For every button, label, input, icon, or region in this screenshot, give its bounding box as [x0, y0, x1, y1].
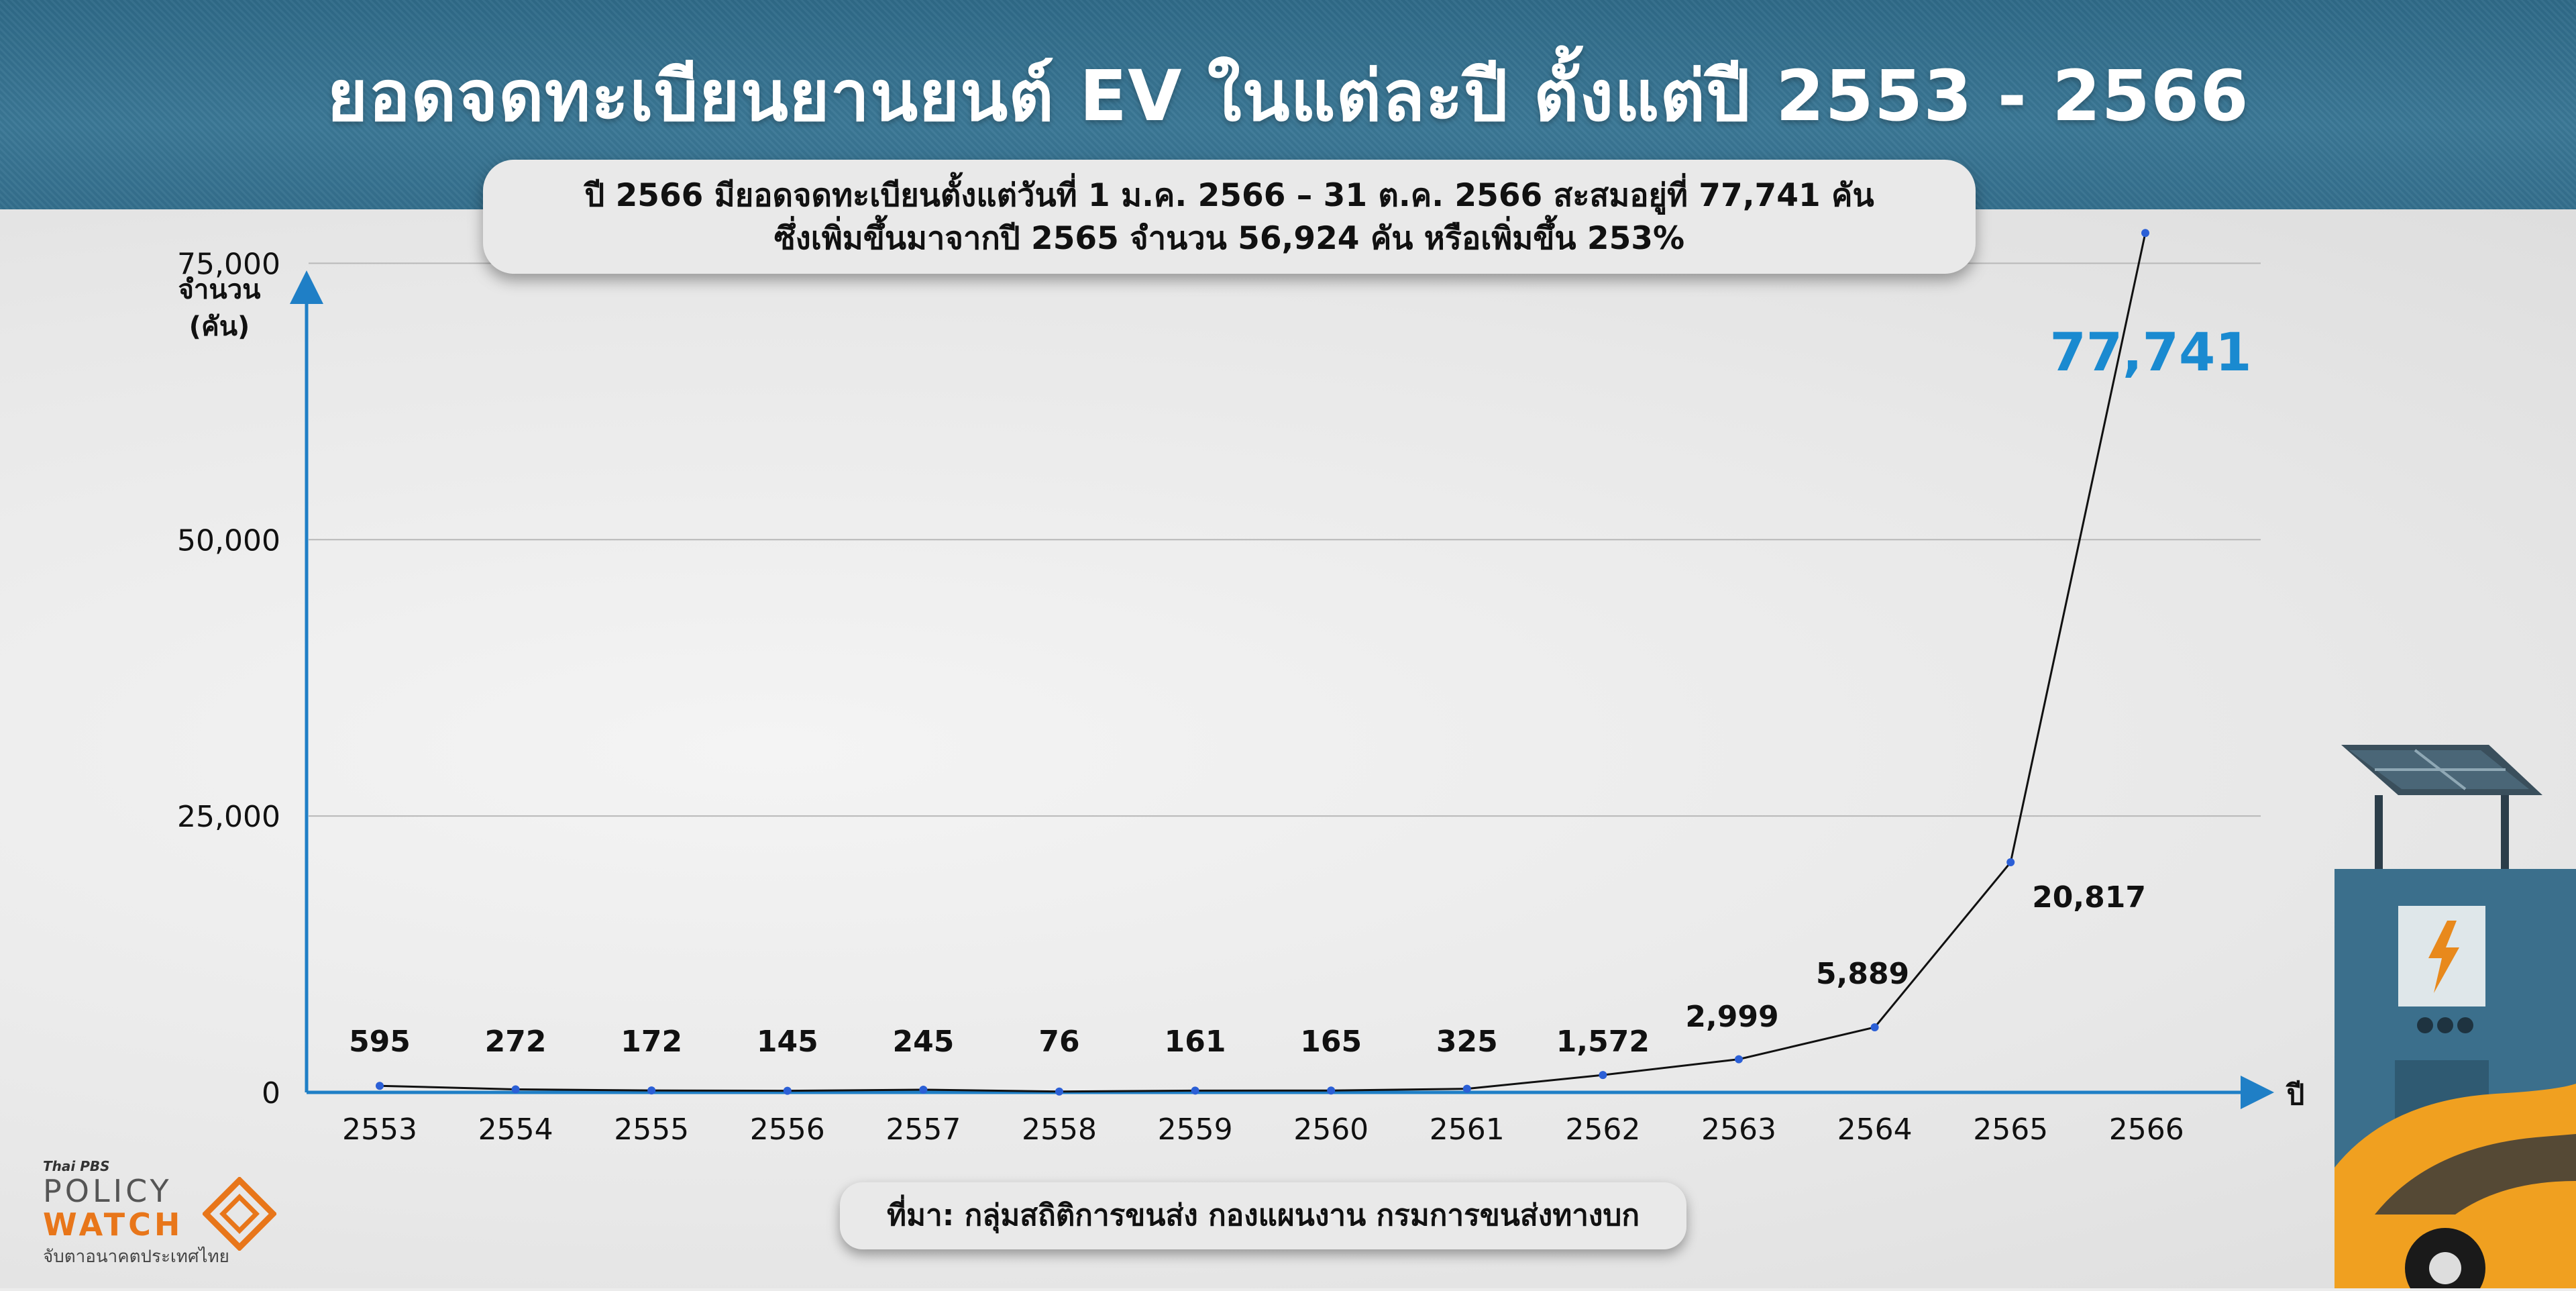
x-tick-label: 2561 [1430, 1113, 1505, 1147]
x-tick-label: 2563 [1701, 1113, 1776, 1147]
series-line [379, 232, 2147, 1093]
x-axis-label: ปี [2286, 1078, 2304, 1111]
source-note: ที่มา: กลุ่มสถิติการขนส่ง กองแผนงาน กรมก… [840, 1182, 1686, 1249]
summary-note: ปี 2566 มียอดจดทะเบียนตั้งแต่วันที่ 1 ม.… [483, 160, 1976, 274]
grid-lines [309, 262, 2261, 817]
data-label: 1,572 [1556, 1025, 1650, 1059]
logo-line2: WATCH [43, 1206, 184, 1243]
data-label: 161 [1165, 1025, 1226, 1059]
x-tick-label: 2554 [478, 1113, 553, 1147]
x-tick-label: 2559 [1158, 1113, 1233, 1147]
data-label: 145 [757, 1025, 818, 1059]
data-label: 77,741 [2050, 323, 2252, 383]
data-label: 245 [892, 1025, 954, 1059]
data-point [511, 1085, 520, 1094]
data-point [1462, 1084, 1471, 1093]
data-points [376, 229, 2149, 1096]
y-axis-label-line2: (คัน) [189, 311, 250, 342]
x-tick-label: 2555 [614, 1113, 689, 1147]
data-point [647, 1086, 656, 1095]
y-tick-label: 25,000 [177, 800, 280, 834]
chart-background [0, 209, 2576, 1288]
header-banner [0, 0, 2576, 209]
summary-line-2: ซึ่งเพิ่มขึ้นมาจากปี 2565 จำนวน 56,924 ค… [773, 220, 1685, 257]
x-tick-label: 2562 [1565, 1113, 1640, 1147]
logo-tagline: จับตาอนาคตประเทศไทย [43, 1247, 229, 1267]
x-tick-label: 2558 [1022, 1113, 1097, 1147]
data-point [1191, 1086, 1199, 1095]
data-point [1870, 1023, 1879, 1031]
data-point [2006, 858, 2015, 867]
data-label: 20,817 [2032, 880, 2146, 915]
y-axis-label-line1: จำนวน [178, 274, 260, 305]
data-label: 2,999 [1685, 1000, 1778, 1034]
data-label: 5,889 [1816, 957, 1909, 991]
y-tick-label: 75,000 [177, 247, 280, 281]
logo-diamond-icon [203, 1177, 276, 1251]
data-point [783, 1086, 792, 1095]
data-label: 172 [621, 1025, 682, 1059]
data-label: 165 [1300, 1025, 1362, 1059]
data-point [376, 1082, 384, 1090]
data-label: 325 [1436, 1025, 1498, 1059]
data-point [2141, 229, 2149, 238]
x-tick-label: 2556 [750, 1113, 825, 1147]
data-point [1327, 1086, 1336, 1095]
y-tick-labels: 0 25,000 50,000 75,000 [177, 247, 280, 1111]
x-tick-label: 2557 [885, 1113, 961, 1147]
data-point [1055, 1087, 1063, 1096]
data-label: 272 [485, 1025, 547, 1059]
y-tick-label: 50,000 [177, 523, 280, 558]
data-labels: 595 272 172 145 245 76 161 165 325 1,572 2,999 5,88… [349, 323, 2251, 1059]
summary-line-1: ปี 2566 มียอดจดทะเบียนตั้งแต่วันที่ 1 ม.… [584, 177, 1874, 214]
data-point [1735, 1055, 1743, 1064]
x-tick-label: 2564 [1837, 1113, 1913, 1147]
policy-watch-logo: Thai PBS POLICY WATCH จับตาอนาคตประเทศไท… [43, 1158, 276, 1270]
y-tick-label: 0 [262, 1076, 280, 1111]
data-point [1599, 1071, 1607, 1080]
page-title: ยอดจดทะเบียนยานยนต์ EV ในแต่ละปี ตั้งแต่… [327, 55, 2249, 137]
logo-line1: POLICY [43, 1173, 172, 1209]
charging-station-illustration [2334, 745, 2576, 1291]
x-tick-labels: 2553 2554 2555 2556 2557 2558 2559 2560 2561 2562… [342, 1113, 2184, 1147]
x-tick-label: 2566 [2109, 1113, 2184, 1147]
data-label: 595 [349, 1025, 411, 1059]
data-point [919, 1085, 928, 1094]
data-label: 76 [1038, 1025, 1079, 1059]
x-tick-label: 2560 [1293, 1113, 1368, 1147]
logo-brand: Thai PBS [43, 1158, 110, 1174]
x-tick-label: 2553 [342, 1113, 417, 1147]
x-tick-label: 2565 [1973, 1113, 2048, 1147]
